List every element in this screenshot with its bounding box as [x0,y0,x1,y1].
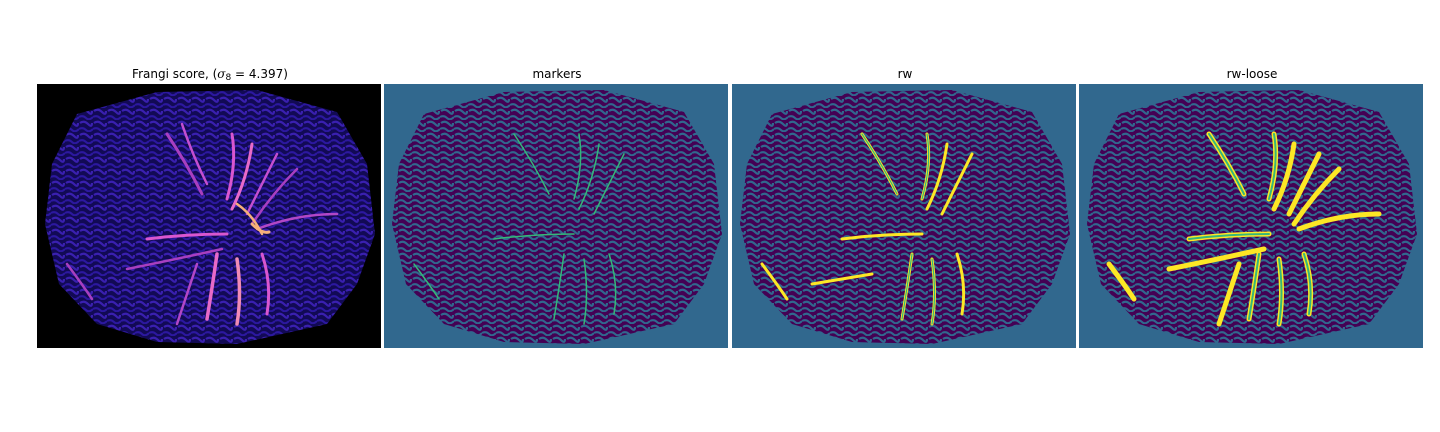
panel-title: markers [532,67,582,81]
panel-title: rw [897,67,913,81]
title-text: Frangi score, ( [132,67,218,81]
panel-markers: markers [384,66,730,348]
markers-image [384,84,728,348]
panel-title: Frangi score, (σ8 = 4.397) [37,66,383,84]
panel-title: rw-loose [1226,67,1278,81]
title-value: = 4.397) [231,67,288,81]
rw-image [732,84,1076,348]
panel-frangi-score: Frangi score, (σ8 = 4.397) [37,66,383,348]
sigma-symbol: σ [217,67,226,81]
panel-rw-loose: rw-loose [1079,66,1425,348]
rw-loose-image [1079,84,1423,348]
frangi-score-image [37,84,381,348]
sigma-subscript: 8 [225,73,232,83]
panel-rw: rw [732,66,1078,348]
